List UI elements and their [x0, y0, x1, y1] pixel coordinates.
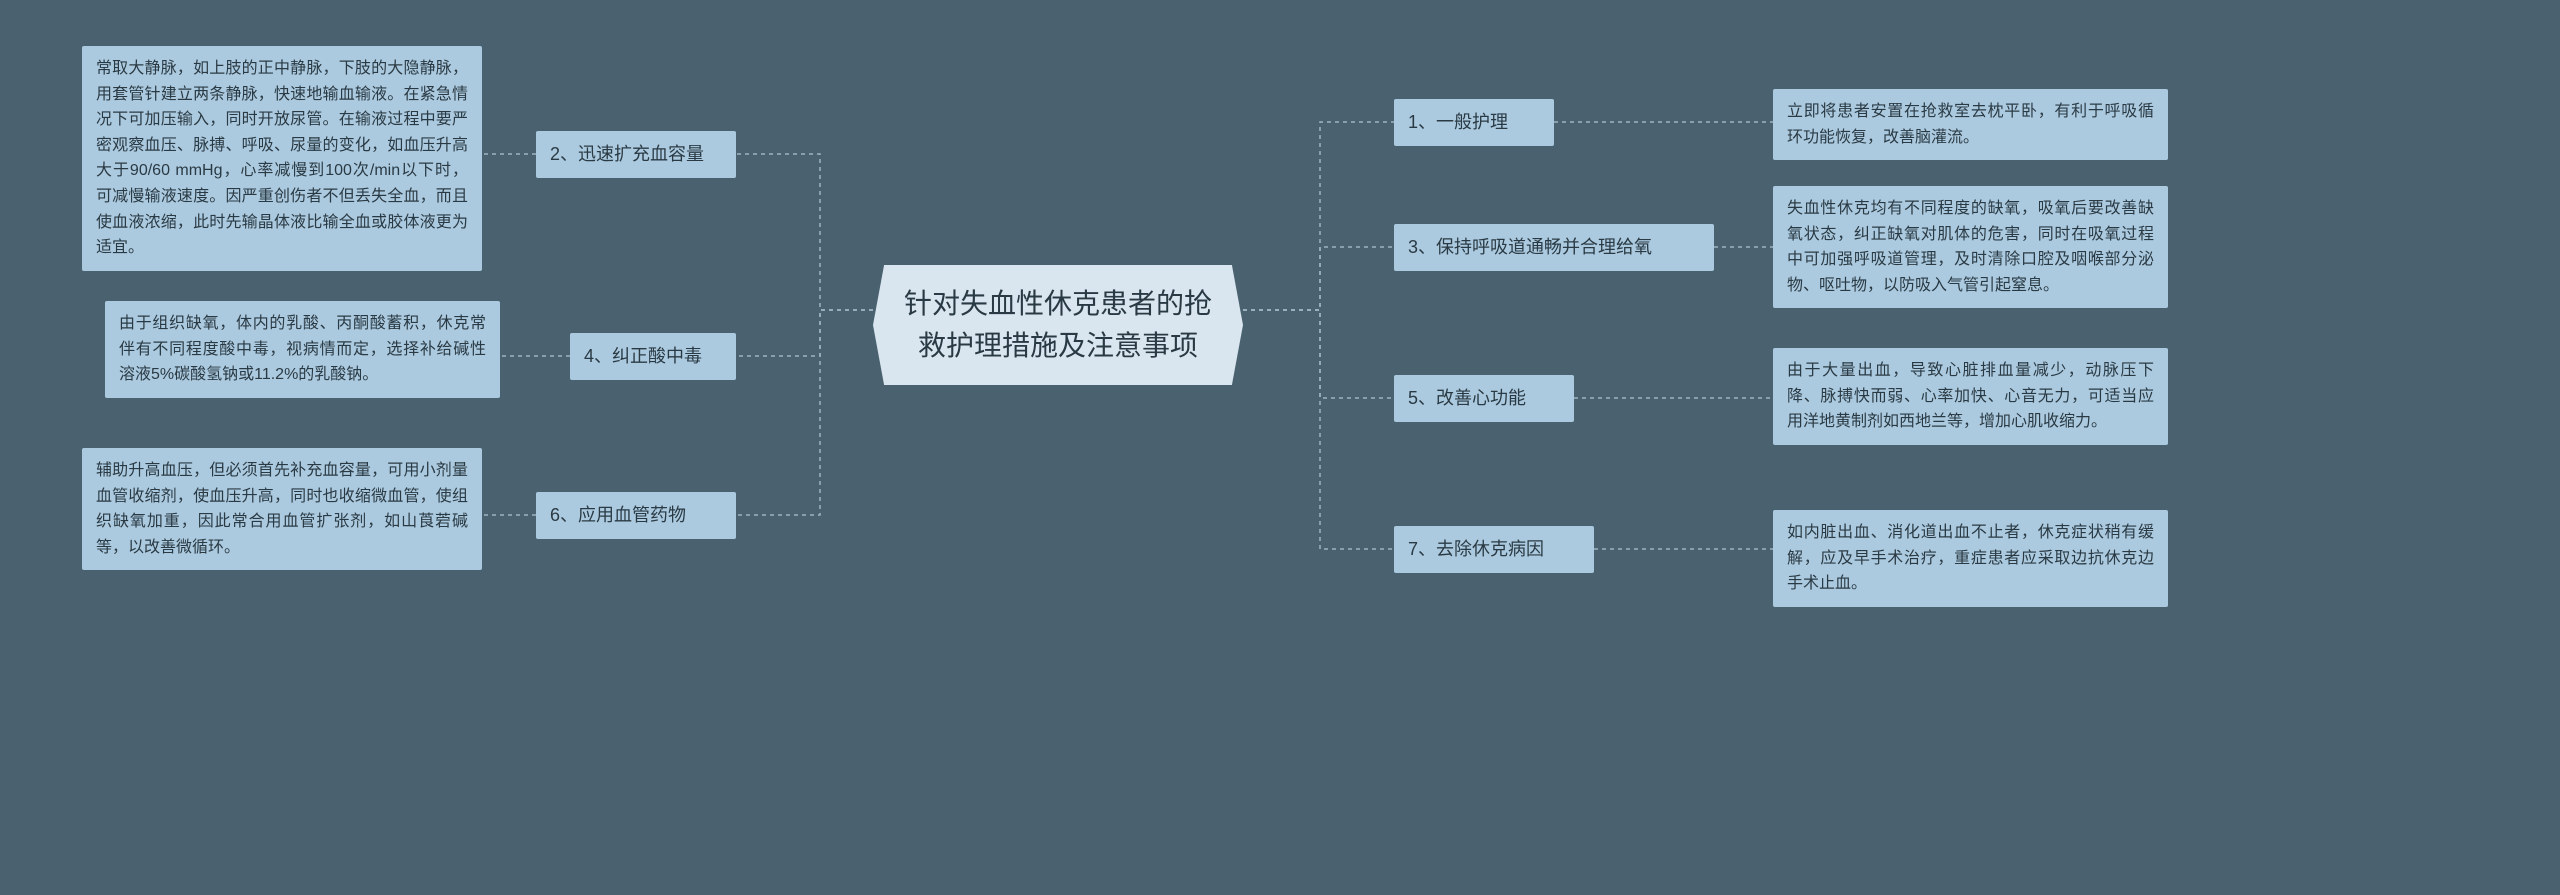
right-detail-1: 立即将患者安置在抢救室去枕平卧，有利于呼吸循环功能恢复，改善脑灌流。: [1773, 89, 2168, 160]
left-detail-4: 由于组织缺氧，体内的乳酸、丙酮酸蓄积，休克常伴有不同程度酸中毒，视病情而定，选择…: [105, 301, 500, 398]
center-node[interactable]: 针对失血性休克患者的抢救护理措施及注意事项: [873, 265, 1243, 385]
left-detail-6: 辅助升高血压，但必须首先补充血容量，可用小剂量血管收缩剂，使血压升高，同时也收缩…: [82, 448, 482, 570]
right-detail-5: 由于大量出血，导致心脏排血量减少，动脉压下降、脉搏快而弱、心率加快、心音无力，可…: [1773, 348, 2168, 445]
right-node-1[interactable]: 1、一般护理: [1394, 99, 1554, 146]
right-node-3[interactable]: 3、保持呼吸道通畅并合理给氧: [1394, 224, 1714, 271]
left-node-4[interactable]: 4、纠正酸中毒: [570, 333, 736, 380]
left-node-6[interactable]: 6、应用血管药物: [536, 492, 736, 539]
left-detail-2: 常取大静脉，如上肢的正中静脉，下肢的大隐静脉，用套管针建立两条静脉，快速地输血输…: [82, 46, 482, 271]
right-node-5[interactable]: 5、改善心功能: [1394, 375, 1574, 422]
right-node-7[interactable]: 7、去除休克病因: [1394, 526, 1594, 573]
right-detail-3: 失血性休克均有不同程度的缺氧，吸氧后要改善缺氧状态，纠正缺氧对肌体的危害，同时在…: [1773, 186, 2168, 308]
left-node-2[interactable]: 2、迅速扩充血容量: [536, 131, 736, 178]
right-detail-7: 如内脏出血、消化道出血不止者，休克症状稍有缓解，应及早手术治疗，重症患者应采取边…: [1773, 510, 2168, 607]
